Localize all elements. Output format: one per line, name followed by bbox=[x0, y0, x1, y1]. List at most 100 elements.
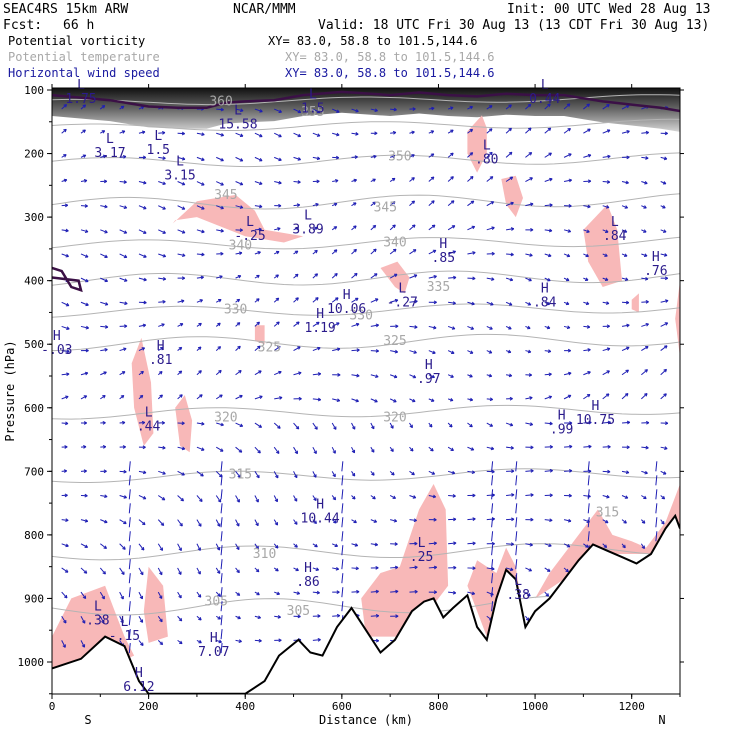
wind-arrow-324 bbox=[138, 347, 146, 352]
pv-extremum-value: 1.75 bbox=[65, 92, 96, 107]
isentrope-label-0: 305 bbox=[205, 595, 228, 610]
wind-arrow-451 bbox=[119, 445, 126, 449]
wind-arrow-348 bbox=[602, 347, 611, 352]
wind-arrow-181 bbox=[467, 225, 476, 231]
wind-arrow-627 bbox=[428, 565, 438, 570]
wind-arrow-81 bbox=[389, 154, 396, 159]
wind-arrow-422 bbox=[177, 421, 185, 426]
wind-arrow-631 bbox=[505, 567, 514, 572]
wind-arrow-410 bbox=[563, 394, 572, 400]
wind-arrow-85 bbox=[467, 152, 474, 158]
wind-arrow-460 bbox=[293, 446, 299, 455]
pv-extremum-kind: L bbox=[514, 574, 522, 589]
wind-arrow-115 bbox=[428, 176, 435, 182]
wind-arrow-338 bbox=[409, 350, 417, 354]
wind-arrow-476 bbox=[602, 444, 611, 449]
updraft-arrow-0 bbox=[128, 643, 131, 654]
wind-arrow-440 bbox=[525, 422, 534, 426]
pv-extremum-6: L-.25 bbox=[234, 215, 265, 244]
wind-arrow-632 bbox=[525, 567, 533, 572]
wind-arrow-411 bbox=[583, 394, 591, 400]
wind-arrow-199 bbox=[196, 252, 205, 257]
wind-arrow-155 bbox=[583, 204, 591, 209]
wind-arrow-73 bbox=[235, 156, 244, 162]
wind-arrow-537 bbox=[544, 493, 553, 498]
pv-extremum-value: 7.07 bbox=[198, 645, 229, 660]
wind-arrow-198 bbox=[177, 253, 186, 257]
wind-arrow-301 bbox=[312, 321, 320, 327]
wind-arrow-156 bbox=[602, 205, 610, 209]
wind-arrow-622 bbox=[332, 566, 340, 571]
pv-extremum-value: 3.89 bbox=[292, 222, 323, 237]
wind-arrow-509 bbox=[621, 470, 630, 475]
pv-extremum-value: .44 bbox=[137, 419, 161, 434]
wind-arrow-305 bbox=[390, 324, 399, 329]
wind-arrow-402 bbox=[409, 398, 416, 403]
wind-arrow-253 bbox=[621, 277, 629, 281]
wind-arrow-90 bbox=[563, 153, 572, 158]
wind-arrow-308 bbox=[447, 325, 456, 330]
wind-arrow-575 bbox=[660, 519, 665, 525]
wind-arrow-220 bbox=[602, 253, 608, 257]
wind-arrow-67 bbox=[119, 154, 127, 159]
wind-arrow-528 bbox=[370, 495, 376, 500]
wind-arrow-401 bbox=[389, 398, 397, 403]
y-tick-label: 300 bbox=[24, 211, 44, 224]
wind-arrow-675 bbox=[119, 616, 124, 624]
wind-arrow-502 bbox=[486, 469, 495, 474]
model-title: SEAC4RS 15km ARW bbox=[3, 2, 128, 17]
wind-arrow-343 bbox=[505, 349, 512, 354]
wind-arrow-335 bbox=[351, 348, 360, 353]
wind-arrow-549 bbox=[157, 519, 165, 526]
wind-arrow-64 bbox=[61, 154, 67, 158]
wind-arrow-328 bbox=[215, 346, 222, 351]
pv-extremum-kind: L bbox=[154, 129, 162, 144]
wind-arrow-646 bbox=[177, 591, 182, 599]
pv-anomaly-9 bbox=[143, 566, 168, 643]
y-tick-label: 500 bbox=[24, 338, 44, 351]
wind-arrow-293 bbox=[158, 323, 165, 327]
wind-arrow-168 bbox=[216, 228, 224, 233]
wind-arrow-427 bbox=[273, 422, 281, 429]
wind-arrow-227 bbox=[119, 277, 128, 282]
wind-arrow-110 bbox=[332, 179, 339, 183]
wind-arrow-380 bbox=[602, 370, 610, 376]
pv-extremum-kind: H bbox=[135, 666, 143, 681]
wind-arrow-232 bbox=[216, 275, 223, 279]
wind-arrow-169 bbox=[235, 228, 243, 232]
wind-arrow-598 bbox=[486, 541, 495, 546]
pv-extremum-kind: L bbox=[77, 78, 85, 93]
isentrope-label-6: 320 bbox=[383, 410, 406, 425]
wind-arrow-36 bbox=[138, 130, 146, 135]
wind-arrow-619 bbox=[273, 567, 279, 572]
wind-arrow-645 bbox=[157, 591, 163, 599]
pv-extremum-kind: L bbox=[106, 132, 114, 147]
wind-arrow-538 bbox=[564, 493, 572, 498]
wind-arrow-485 bbox=[158, 470, 166, 475]
wind-arrow-648 bbox=[215, 591, 221, 597]
wind-arrow-208 bbox=[370, 248, 377, 255]
wind-arrow-225 bbox=[80, 277, 89, 283]
wind-arrow-415 bbox=[660, 393, 667, 400]
wind-arrow-531 bbox=[428, 494, 437, 499]
x-tick-label: 1000 bbox=[522, 700, 549, 713]
wind-arrow-517 bbox=[157, 495, 166, 501]
wind-arrow-423 bbox=[196, 421, 205, 426]
wind-arrow-285 bbox=[621, 300, 630, 305]
wind-arrow-269 bbox=[312, 297, 319, 303]
wind-arrow-79 bbox=[351, 155, 358, 159]
wind-arrow-481 bbox=[80, 469, 87, 473]
wind-arrow-437 bbox=[467, 422, 473, 428]
updraft-arrow-2 bbox=[341, 601, 344, 612]
wind-arrow-13 bbox=[312, 108, 321, 114]
wind-arrow-518 bbox=[177, 495, 184, 502]
wind-arrow-530 bbox=[409, 495, 417, 499]
wind-arrow-331 bbox=[273, 345, 281, 351]
wind-arrow-533 bbox=[467, 493, 476, 498]
isentrope-label-1: 305 bbox=[287, 604, 310, 619]
wind-arrow-568 bbox=[525, 517, 534, 522]
updraft-arrow-5 bbox=[587, 475, 590, 486]
wind-arrow-130 bbox=[100, 204, 108, 209]
x-tick-label: 600 bbox=[332, 700, 352, 713]
isentrope-label-11: 335 bbox=[427, 280, 450, 295]
